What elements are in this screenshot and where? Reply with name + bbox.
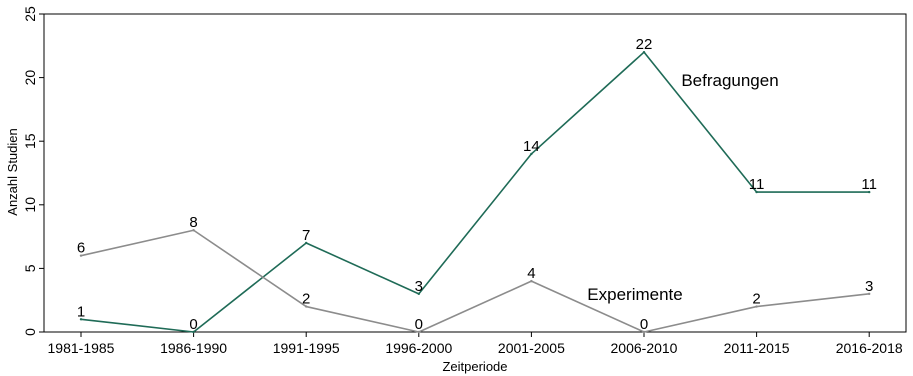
y-tick-label: 25 bbox=[22, 6, 38, 22]
data-point bbox=[755, 190, 758, 194]
x-tick-label: 2006-2010 bbox=[611, 340, 678, 356]
data-label: 6 bbox=[77, 240, 85, 257]
x-tick-label: 2016-2018 bbox=[836, 340, 903, 356]
data-point bbox=[868, 190, 871, 194]
x-axis: 1981-1985 1986-1990 1991-1995 1996-2000 2001… bbox=[48, 332, 903, 356]
data-point bbox=[417, 330, 420, 334]
data-point bbox=[305, 241, 308, 245]
x-tick-label: 1996-2000 bbox=[385, 340, 452, 356]
x-tick-label: 1991-1995 bbox=[273, 340, 340, 356]
y-tick-label: 10 bbox=[22, 197, 38, 213]
x-tick-label: 1986-1990 bbox=[160, 340, 227, 356]
x-tick-label: 1981-1985 bbox=[48, 340, 115, 356]
y-tick-label: 15 bbox=[22, 133, 38, 149]
data-label: 1 bbox=[77, 303, 85, 320]
plot-frame bbox=[43, 13, 907, 333]
x-tick-label: 2011-2015 bbox=[724, 340, 790, 356]
series-name-label: Befragungen bbox=[681, 71, 778, 90]
data-point bbox=[868, 292, 871, 296]
x-tick-label: 2001-2005 bbox=[498, 340, 565, 356]
data-point bbox=[530, 152, 533, 156]
data-label: 3 bbox=[415, 278, 423, 295]
data-label: 2 bbox=[302, 291, 310, 308]
series-layer bbox=[79, 50, 871, 334]
data-point bbox=[755, 305, 758, 308]
data-label: 0 bbox=[640, 316, 648, 333]
data-label: 2 bbox=[752, 291, 760, 308]
data-point bbox=[305, 305, 308, 308]
data-point bbox=[192, 330, 195, 334]
x-axis-title: Zeitperiode bbox=[442, 359, 507, 374]
series-line bbox=[80, 51, 870, 333]
data-point bbox=[79, 254, 83, 257]
y-axis: 0 5 10 15 20 25 bbox=[22, 6, 44, 336]
data-label: 3 bbox=[865, 278, 873, 295]
data-point bbox=[642, 330, 646, 334]
data-label: 11 bbox=[861, 176, 877, 193]
data-point bbox=[79, 318, 83, 321]
y-tick-label: 20 bbox=[22, 70, 38, 86]
data-label: 14 bbox=[523, 138, 540, 155]
data-label: 11 bbox=[749, 176, 765, 193]
data-label: 22 bbox=[636, 36, 653, 53]
data-label: 8 bbox=[189, 214, 197, 231]
y-tick-label: 0 bbox=[22, 328, 38, 336]
data-label: 7 bbox=[302, 227, 310, 244]
data-label: 0 bbox=[189, 316, 197, 333]
data-label: 0 bbox=[415, 316, 423, 333]
series-line bbox=[80, 229, 870, 333]
data-point bbox=[530, 279, 533, 283]
data-point bbox=[642, 50, 646, 54]
series-name-label: Experimente bbox=[587, 285, 682, 304]
data-label: 4 bbox=[527, 265, 535, 282]
data-point bbox=[417, 292, 420, 296]
y-tick-label: 5 bbox=[22, 264, 38, 272]
data-label-layer: 1 0 7 3 14 22 11 11 6 8 2 0 4 0 2 3 Befragungen Experimen… bbox=[77, 36, 877, 333]
data-point bbox=[192, 229, 195, 232]
y-axis-title: Anzahl Studien bbox=[5, 128, 20, 215]
